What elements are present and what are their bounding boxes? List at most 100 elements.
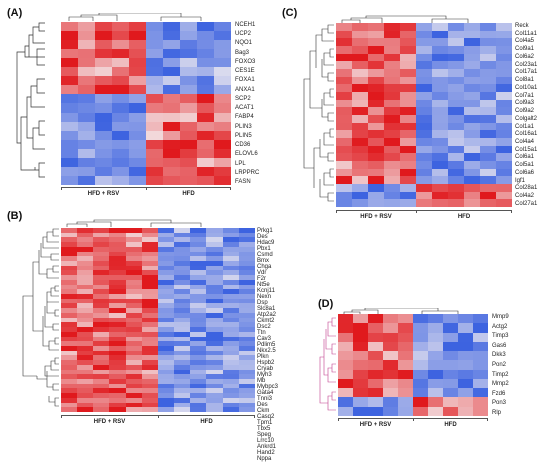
- heatmap-cell: [353, 351, 368, 361]
- heatmap-cell: [352, 68, 368, 77]
- heatmap-cell: [125, 284, 142, 290]
- heatmap-cell: [163, 112, 180, 122]
- heatmap-cell: [416, 53, 432, 62]
- heatmap-cell: [238, 388, 255, 394]
- heatmap-cell: [112, 58, 129, 68]
- gene-label: Mmp2: [492, 381, 509, 388]
- heatmap-cell: [206, 312, 223, 318]
- heatmap-cell: [141, 331, 158, 337]
- heatmap-cell: [61, 298, 78, 304]
- heatmap-cell: [464, 122, 480, 131]
- heatmap-cell: [206, 317, 223, 323]
- heatmap-cell: [77, 312, 94, 318]
- heatmap-cell: [197, 157, 214, 167]
- heatmap-cell: [222, 374, 239, 379]
- heatmap-cell: [206, 397, 223, 403]
- heatmap-cell: [197, 121, 214, 131]
- group-label-hfd-c: HFD: [457, 214, 471, 220]
- heatmap-cell: [464, 99, 480, 108]
- gene-label: Vdr: [257, 270, 267, 276]
- gene-labels-d: Mmp9 Actg2 Timp3 Gas6 Dkk3 Pon2 Timp2 Mmp2 Fzd6 P…: [492, 314, 509, 416]
- heatmap-cell: [238, 303, 255, 309]
- heatmap-cell: [480, 199, 496, 207]
- gene-label: SCP2: [235, 95, 251, 102]
- heatmap-cell: [238, 345, 255, 351]
- heatmap-cell: [432, 191, 448, 200]
- heatmap-cell: [352, 114, 368, 123]
- heatmap-cell: [125, 261, 142, 266]
- heatmap-cell: [206, 232, 223, 238]
- heatmap-cell: [109, 350, 126, 356]
- heatmap-cell: [125, 312, 142, 318]
- heatmap-cell: [180, 49, 197, 59]
- gene-label: Dkk3: [492, 352, 506, 359]
- heatmap-cell: [157, 242, 175, 247]
- heatmap-cell: [336, 130, 352, 138]
- heatmap-cell: [222, 279, 239, 285]
- heatmap-cell: [61, 341, 78, 346]
- heatmap-cell: [157, 317, 175, 323]
- heatmap-cell: [383, 360, 398, 370]
- heatmap-cell: [458, 388, 473, 398]
- heatmap-cell: [95, 49, 112, 59]
- gene-label: Ttn: [257, 330, 266, 336]
- heatmap-cell: [141, 308, 158, 313]
- heatmap-cell: [416, 137, 432, 146]
- heatmap-cell: [480, 38, 496, 46]
- heatmap-cell: [473, 378, 488, 389]
- heatmap-cell: [197, 76, 214, 86]
- heatmap-cell: [384, 137, 400, 146]
- heatmap-cell: [78, 166, 95, 176]
- heatmap-cell: [384, 76, 400, 85]
- heatmap-cell: [206, 265, 223, 271]
- heatmap-cell: [206, 383, 223, 389]
- heatmap-cell: [146, 103, 163, 113]
- heatmap-cell: [336, 76, 352, 85]
- heatmap-cell: [222, 284, 239, 290]
- heatmap-cell: [61, 76, 78, 86]
- gene-label: FASN: [235, 178, 251, 185]
- heatmap-cell: [400, 76, 416, 85]
- heatmap-cell: [480, 23, 496, 31]
- heatmap-cell: [93, 369, 110, 375]
- heatmap-cell: [78, 76, 95, 86]
- heatmap-cell: [214, 58, 231, 68]
- heatmap-cell: [400, 30, 416, 39]
- heatmap-cell: [338, 388, 353, 398]
- gene-label: Reck: [515, 23, 529, 29]
- heatmap-cell: [398, 323, 413, 333]
- heatmap-cell: [61, 31, 78, 41]
- heatmap-cell: [157, 294, 175, 299]
- heatmap-cell: [190, 345, 207, 351]
- gene-label: Tpm1: [257, 420, 273, 426]
- heatmap-cell: [238, 251, 255, 257]
- heatmap-cell: [157, 336, 175, 342]
- heatmap-cell: [238, 350, 255, 356]
- heatmap-cell: [180, 157, 197, 167]
- heatmap-cell: [125, 237, 142, 243]
- heatmap-cell: [480, 107, 496, 115]
- heatmap-cell: [336, 199, 352, 207]
- heatmap-cell: [473, 351, 488, 361]
- heatmap-cell: [77, 388, 94, 394]
- heatmap-cell: [125, 232, 142, 238]
- heatmap-cell: [368, 30, 384, 39]
- heatmap-cell: [400, 130, 416, 138]
- heatmap-cell: [129, 139, 146, 149]
- heatmap-cell: [432, 76, 448, 85]
- heatmap-cell: [93, 336, 110, 342]
- heatmap-cell: [93, 279, 110, 285]
- heatmap-cell: [222, 360, 239, 365]
- heatmap-cell: [222, 312, 239, 318]
- heatmap-cell: [384, 191, 400, 200]
- heatmap-cell: [157, 407, 175, 412]
- heatmap-cell: [141, 360, 158, 365]
- heatmap-cell: [109, 237, 126, 243]
- gene-label: Pon3: [492, 400, 507, 407]
- heatmap-cell: [238, 317, 255, 323]
- heatmap-cell: [174, 256, 191, 262]
- heatmap-cell: [238, 402, 255, 408]
- heatmap-cell: [197, 103, 214, 113]
- heatmap-cell: [338, 378, 353, 389]
- group-label-rsv-c: HFD + RSV: [360, 214, 392, 220]
